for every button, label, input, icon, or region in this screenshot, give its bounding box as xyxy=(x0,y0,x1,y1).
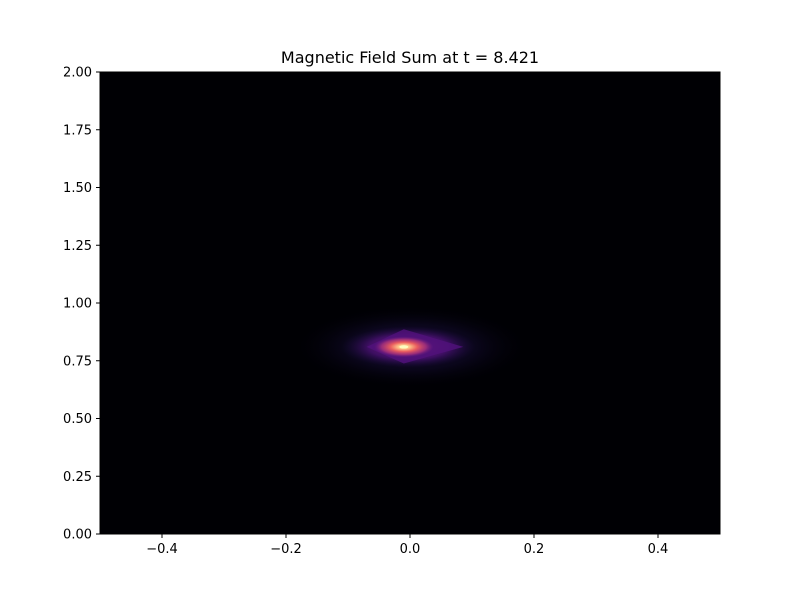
y-tick-label: 1.75 xyxy=(63,123,92,138)
x-tick-label: −0.2 xyxy=(270,542,302,557)
y-tick-label: 0.75 xyxy=(63,354,92,369)
x-tick-label: 0.0 xyxy=(400,542,421,557)
field-peak-point xyxy=(399,345,409,349)
y-tick-label: 2.00 xyxy=(63,66,92,81)
y-tick-label: 1.25 xyxy=(63,239,92,254)
y-tick-label: 0.25 xyxy=(63,470,92,485)
y-tick-label: 0.00 xyxy=(63,528,92,543)
x-tick-label: 0.2 xyxy=(524,542,545,557)
heatmap-background xyxy=(100,72,720,534)
y-tick-label: 1.50 xyxy=(63,181,92,196)
x-tick-label: −0.4 xyxy=(146,542,178,557)
y-tick-label: 1.00 xyxy=(63,297,92,312)
x-tick-label: 0.4 xyxy=(648,542,669,557)
chart-title: Magnetic Field Sum at t = 8.421 xyxy=(281,48,539,67)
y-tick-label: 0.50 xyxy=(63,412,92,427)
